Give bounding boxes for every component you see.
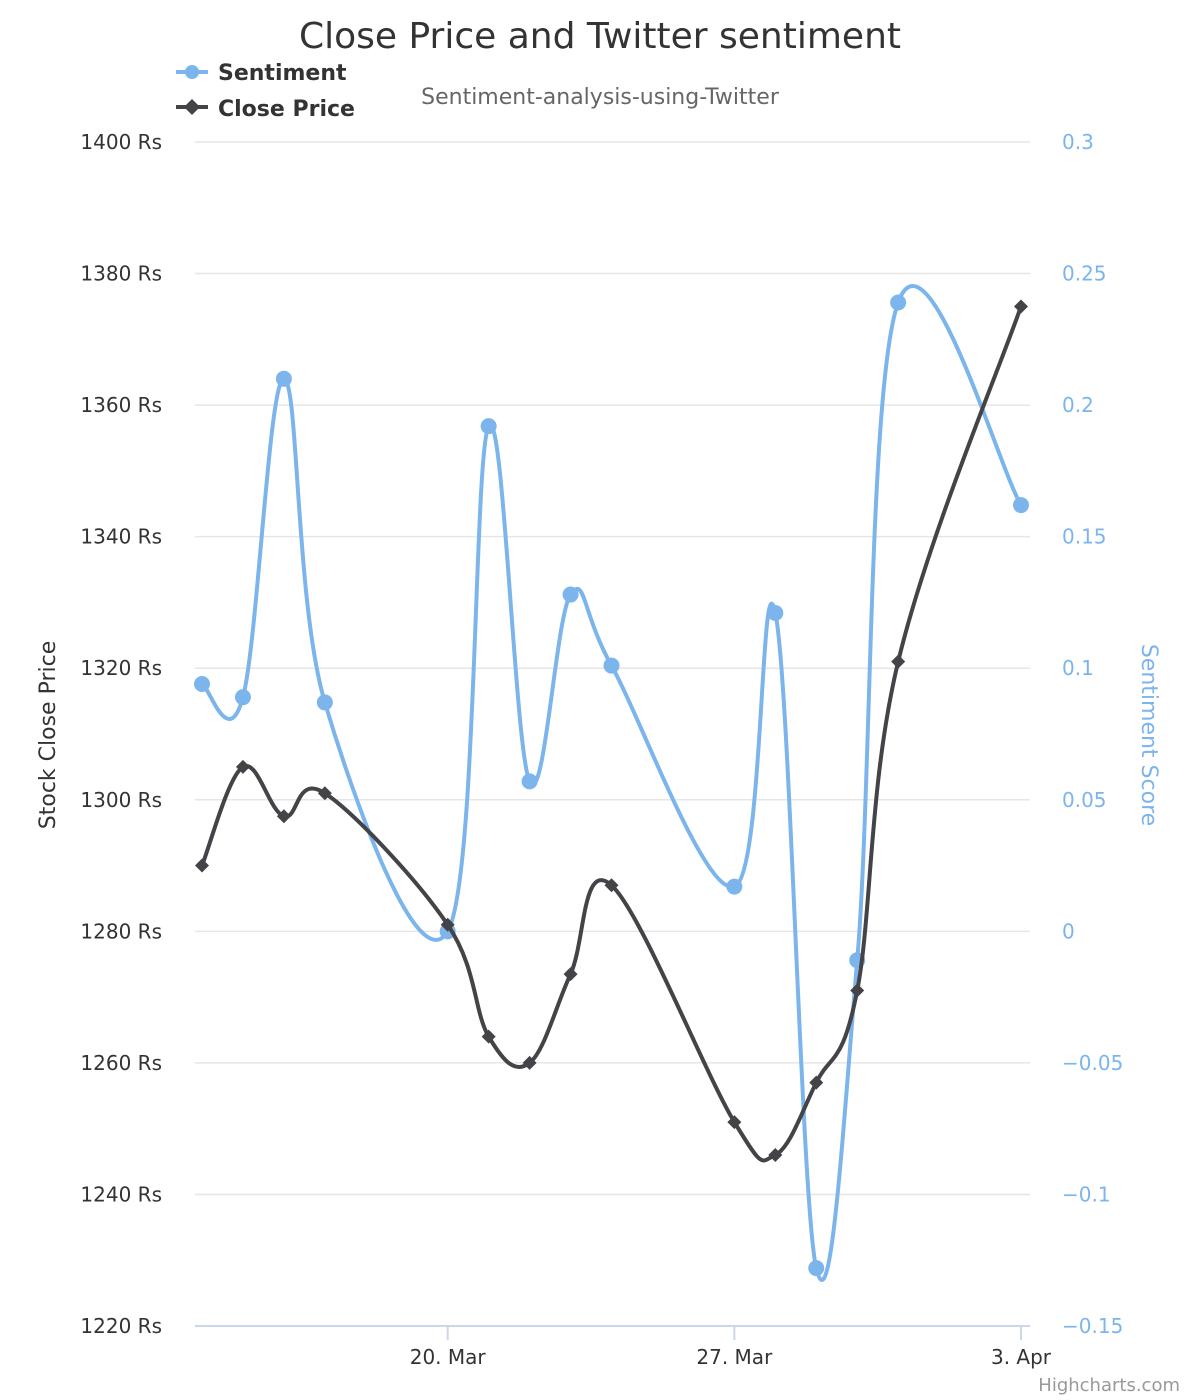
legend-marker-circle-icon: [185, 65, 199, 79]
x-tick-label: 20. Mar: [410, 1345, 487, 1369]
data-point-close-price[interactable]: [1014, 299, 1028, 314]
data-point-close-price[interactable]: [481, 1029, 496, 1044]
legend-item-sentiment[interactable]: Sentiment: [176, 61, 347, 86]
y-right-tick-label: −0.15: [1062, 1314, 1123, 1338]
data-point-close-price[interactable]: [440, 917, 455, 932]
data-point-sentiment[interactable]: [808, 1260, 825, 1277]
y-left-tick-label: 1340 Rs: [80, 525, 162, 549]
y-axis-left-title: Stock Close Price: [36, 641, 61, 829]
data-point-sentiment[interactable]: [194, 676, 210, 693]
y-right-tick-label: 0.1: [1062, 656, 1094, 680]
data-point-sentiment[interactable]: [480, 418, 497, 435]
y-axis-right-title: Sentiment Score: [1136, 644, 1161, 826]
data-point-sentiment[interactable]: [1013, 497, 1029, 514]
data-point-sentiment[interactable]: [890, 294, 907, 311]
y-right-tick-label: 0.2: [1062, 393, 1094, 417]
series-layer: [194, 284, 1029, 1282]
legend-marker-diamond-icon: [184, 99, 200, 115]
data-point-close-price[interactable]: [727, 1115, 742, 1130]
y-left-tick-label: 1380 Rs: [80, 262, 162, 286]
data-point-close-price[interactable]: [768, 1147, 783, 1162]
x-axis: 20. Mar 27. Mar 3. Apr: [195, 1325, 1052, 1369]
data-point-close-price[interactable]: [195, 858, 209, 873]
data-point-close-price[interactable]: [850, 983, 865, 998]
data-point-close-price[interactable]: [563, 967, 578, 982]
credits-link[interactable]: Highcharts.com: [1038, 1375, 1180, 1396]
chart-subtitle: Sentiment-analysis-using-Twitter: [421, 85, 780, 110]
data-point-close-price[interactable]: [891, 654, 906, 669]
series-line-sentiment: [200, 284, 1023, 1282]
legend-label-close-price: Close Price: [218, 97, 355, 122]
legend-item-close-price[interactable]: Close Price: [176, 97, 355, 122]
data-point-sentiment[interactable]: [767, 604, 784, 621]
data-point-sentiment[interactable]: [726, 878, 743, 895]
y-left-tick-label: 1280 Rs: [80, 919, 162, 943]
series-sentiment: [194, 284, 1029, 1282]
data-point-close-price[interactable]: [235, 759, 250, 774]
y-left-tick-label: 1360 Rs: [80, 393, 162, 417]
y-right-tick-label: 0.15: [1062, 525, 1107, 549]
legend-label-sentiment: Sentiment: [218, 61, 347, 86]
y-right-tick-label: −0.1: [1062, 1182, 1111, 1206]
data-point-close-price[interactable]: [276, 809, 291, 824]
series-close-price: [195, 299, 1028, 1163]
data-point-close-price[interactable]: [809, 1075, 824, 1090]
y-right-tick-label: −0.05: [1062, 1051, 1123, 1075]
y-left-tick-label: 1220 Rs: [80, 1314, 162, 1338]
y-left-tick-label: 1260 Rs: [80, 1051, 162, 1075]
y-left-tick-label: 1320 Rs: [80, 656, 162, 680]
legend: Sentiment Close Price: [176, 61, 355, 122]
chart-title: Close Price and Twitter sentiment: [299, 16, 901, 57]
data-point-sentiment[interactable]: [562, 586, 579, 603]
y-right-tick-label: 0: [1062, 919, 1075, 943]
series-line-close-price: [200, 304, 1023, 1163]
y-axis-left-ticks: 1220 Rs 1240 Rs 1260 Rs 1280 Rs 1300 Rs 1320 …: [80, 130, 162, 1338]
y-right-tick-label: 0.05: [1062, 788, 1107, 812]
data-point-close-price[interactable]: [522, 1055, 537, 1070]
data-point-sentiment[interactable]: [521, 773, 538, 790]
y-left-tick-label: 1240 Rs: [80, 1182, 162, 1206]
y-axis-right-ticks: −0.15 −0.1 −0.05 0 0.05 0.1 0.15 0.2 0.25 0.3: [1062, 130, 1123, 1338]
data-point-close-price[interactable]: [604, 878, 619, 893]
x-tick-label: 3. Apr: [991, 1345, 1052, 1369]
data-point-sentiment[interactable]: [275, 370, 292, 387]
data-point-sentiment[interactable]: [316, 694, 333, 711]
data-point-close-price[interactable]: [317, 786, 332, 801]
data-point-sentiment[interactable]: [603, 657, 620, 674]
data-point-sentiment[interactable]: [234, 689, 251, 706]
y-right-tick-label: 0.25: [1062, 262, 1107, 286]
y-left-tick-label: 1300 Rs: [80, 788, 162, 812]
x-tick-label: 27. Mar: [696, 1345, 773, 1369]
y-left-tick-label: 1400 Rs: [80, 130, 162, 154]
y-right-tick-label: 0.3: [1062, 130, 1094, 154]
